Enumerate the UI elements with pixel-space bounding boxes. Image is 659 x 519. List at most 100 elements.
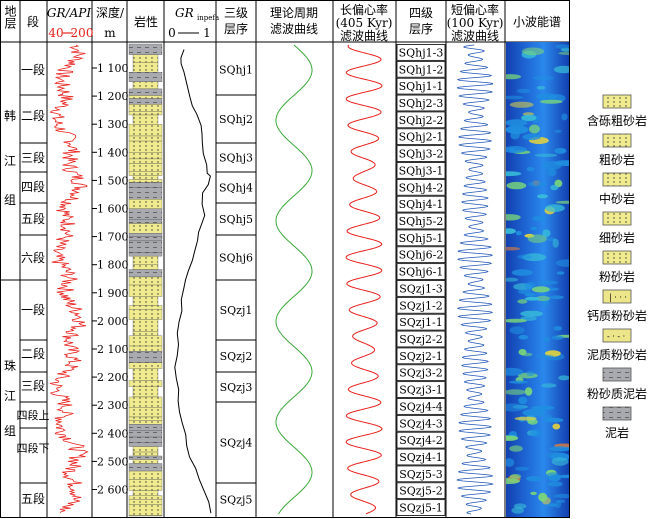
header-seq4b: 层序 <box>409 21 433 36</box>
wavelet-energy-blob <box>520 310 543 317</box>
seq4-cell <box>396 280 446 297</box>
lith-bed-mud <box>128 240 163 254</box>
seq4-cell <box>396 330 446 348</box>
header-depth-unit: m <box>104 26 116 40</box>
member-labels: 一段 二段 三段 四段 五段 六段 一段 二段 三段 四段上 四段下 五段 <box>17 62 50 506</box>
lith-bed-sand <box>132 451 159 457</box>
seq4-label: SQzj4-2 <box>399 434 442 447</box>
long-eccentricity-curve <box>345 44 383 515</box>
wavelet-energy-blob <box>554 147 567 154</box>
seq4-label: SQhj5-2 <box>399 215 444 228</box>
lith-bed-sand <box>128 124 163 137</box>
wavelet-energy-blob <box>554 129 562 133</box>
legend-label: 钙质粉砂岩 <box>587 308 647 323</box>
member-label: 三段 <box>21 378 45 393</box>
wavelet-energy-blob <box>561 113 568 121</box>
wavelet-energy-blob <box>506 246 521 251</box>
lith-bed-sand <box>132 175 159 180</box>
wavelet-energy-blob <box>535 93 558 100</box>
lith-bed-sand <box>128 470 163 480</box>
formation-zj-char-3: 组 <box>4 424 16 438</box>
legend-label: 中砂岩 <box>599 191 635 206</box>
seq4-label: SQhj2-1 <box>399 131 444 144</box>
seq4-label: SQhj3-2 <box>399 148 444 161</box>
member-label: 五段 <box>21 491 45 506</box>
wavelet-energy-blob <box>506 318 527 323</box>
wavelet-energy-blob <box>531 405 555 411</box>
seq4-label: SQhj1-3 <box>399 46 444 59</box>
depth-axis: 1 100 1 200 1 300 1 400 1 500 1 600 1 700 1 800… <box>92 62 129 497</box>
seq4-label: SQzj1-2 <box>399 299 442 312</box>
seq4-label: SQzj3-1 <box>399 384 442 397</box>
wavelet-energy-blob <box>506 119 528 127</box>
wavelet-energy-blob <box>545 472 561 480</box>
seq4-cell <box>396 482 446 500</box>
member-boundaries <box>20 94 47 484</box>
wavelet-energy-blob <box>530 491 537 495</box>
wavelet-energy-blob <box>506 74 521 80</box>
wavelet-energy <box>506 44 569 514</box>
wavelet-energy-blob <box>543 414 553 423</box>
seq4-label: SQzj5-3 <box>399 468 442 481</box>
depth-tick-label: 2 500 <box>97 455 129 468</box>
wavelet-energy-blob <box>538 492 548 502</box>
seq4-column: SQhj1-3 SQhj1-2 SQhj1-1 SQhj2-3 SQhj2-2 SQhj2… <box>396 44 446 516</box>
seq4-cell <box>396 246 446 264</box>
legend-swatch <box>602 94 632 109</box>
lith-bed-sand <box>128 345 163 352</box>
seq4-label: SQhj1-2 <box>399 63 444 76</box>
lith-bed-sand <box>128 111 163 116</box>
wavelet-energy-blob <box>555 259 569 267</box>
header-formation: 地层 <box>3 5 17 30</box>
header-seq4: 四级 <box>409 6 433 20</box>
wavelet-energy-blob <box>513 503 527 510</box>
wavelet-energy-blob <box>514 416 537 421</box>
seq4-cell <box>396 347 446 365</box>
lith-bed-sand <box>128 420 163 425</box>
seq4-label: SQzj1-3 <box>399 282 442 295</box>
legend-label: 泥质粉砂岩 <box>587 347 647 362</box>
seq4-cell <box>396 178 446 196</box>
lith-bed-sand <box>128 104 163 112</box>
legend-swatch <box>602 406 632 421</box>
header-theory-b: 滤波曲线 <box>270 22 318 36</box>
wavelet-energy-blob <box>515 230 522 236</box>
wavelet-energy-blob <box>509 445 523 452</box>
legend-swatch <box>602 133 632 148</box>
member-label: 四段上 <box>17 408 50 422</box>
legend-swatch <box>602 250 632 265</box>
lith-bed-sand <box>128 485 163 491</box>
lith-bed-sand <box>128 309 163 320</box>
seq4-cell <box>396 414 446 432</box>
seq4-cell <box>396 162 446 179</box>
wavelet-energy-blob <box>547 168 557 177</box>
wavelet-energy-blob <box>506 214 521 221</box>
depth-tick-label: 2 200 <box>97 371 129 384</box>
depth-tick-label: 2 400 <box>97 427 129 440</box>
member-label: 一段 <box>21 302 45 317</box>
lith-bed-sand <box>128 335 163 347</box>
legend-swatch-mark: - · - · <box>607 332 625 341</box>
wavelet-energy-blob <box>526 167 535 172</box>
lith-bed-sand <box>128 362 163 369</box>
depth-tick-label: 2 100 <box>97 343 129 356</box>
depth-tick-label: 2 000 <box>97 315 129 328</box>
legend-swatch <box>602 328 632 343</box>
header-grinpefa-max: 1 <box>203 26 211 40</box>
header-long: 长偏心率 <box>340 2 388 17</box>
legend-label: 粉砂岩 <box>599 269 635 284</box>
seq4-label: SQhj4-2 <box>399 181 444 194</box>
lith-bed-sand <box>132 368 159 381</box>
wavelet-energy-blob <box>526 476 542 482</box>
seq4-cell <box>396 145 446 162</box>
seq4-label: SQzj2-2 <box>399 333 442 346</box>
lith-bed-sand <box>128 223 163 234</box>
wavelet-energy-blob <box>549 295 564 300</box>
wavelet-energy-blob <box>534 153 558 157</box>
lith-bed-sand <box>132 490 159 496</box>
seq3-label: SQhj2 <box>219 113 253 126</box>
seq4-label: SQzj4-4 <box>399 400 442 413</box>
lith-bed-mud <box>128 208 163 220</box>
wavelet-energy-blob <box>551 335 564 340</box>
lith-bed-mud <box>128 430 163 438</box>
